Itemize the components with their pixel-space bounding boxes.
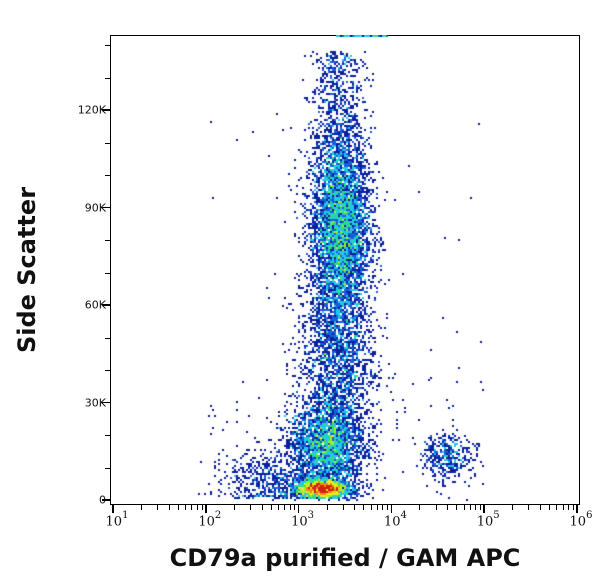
- y-tick-label: 30K: [84, 396, 106, 409]
- x-axis-title: CD79a purified / GAM APC: [169, 544, 521, 572]
- y-tick-label: 0: [99, 493, 106, 507]
- x-tick-minor: [326, 505, 328, 510]
- x-tick-minor: [549, 505, 551, 510]
- y-tick-minor: [105, 337, 110, 339]
- y-tick-minor: [105, 175, 110, 176]
- y-tick-minor: [105, 435, 110, 436]
- y-tick-label: 60K: [84, 298, 106, 312]
- density-dot-plot: [110, 35, 580, 505]
- x-tick-minor: [387, 505, 389, 510]
- x-tick-minor: [456, 505, 458, 510]
- y-tick-minor: [105, 240, 110, 241]
- y-tick-major: [102, 401, 110, 404]
- x-tick-minor: [233, 505, 235, 510]
- x-tick-minor: [289, 505, 291, 510]
- x-tick-label: 102: [198, 510, 222, 530]
- y-tick-label: 90K: [84, 201, 106, 214]
- x-tick-minor: [370, 505, 372, 510]
- x-tick-label: 106: [569, 510, 593, 530]
- y-tick-minor: [105, 272, 110, 274]
- x-tick-label: 104: [383, 510, 407, 530]
- x-tick-minor: [278, 505, 279, 510]
- x-tick-minor: [475, 505, 477, 510]
- y-tick-major: [102, 109, 110, 111]
- x-tick-minor: [168, 505, 170, 510]
- x-tick-minor: [342, 505, 344, 510]
- x-tick-minor: [250, 505, 252, 510]
- x-tick-label: 101: [105, 510, 129, 530]
- x-tick-minor: [261, 505, 263, 510]
- x-tick-label: 103: [291, 510, 315, 530]
- x-tick-major: [483, 505, 485, 513]
- x-tick-major: [205, 505, 207, 513]
- x-tick-minor: [540, 505, 542, 510]
- x-tick-minor: [382, 505, 384, 510]
- y-tick-minor: [105, 77, 110, 79]
- x-tick-minor: [177, 505, 179, 510]
- y-tick-minor: [105, 142, 110, 144]
- x-tick-minor: [568, 505, 569, 510]
- y-tick-major: [102, 499, 110, 501]
- x-tick-minor: [469, 505, 471, 510]
- x-tick-minor: [463, 505, 465, 510]
- y-tick-label: 120K: [77, 103, 106, 117]
- x-tick-minor: [201, 505, 203, 510]
- x-tick-minor: [185, 505, 187, 510]
- x-tick-minor: [140, 505, 142, 510]
- x-tick-major: [112, 505, 114, 513]
- x-tick-major: [390, 505, 393, 513]
- y-tick-minor: [105, 467, 110, 469]
- x-tick-minor: [354, 505, 356, 510]
- x-tick-minor: [447, 505, 449, 510]
- x-tick-minor: [196, 505, 198, 510]
- x-tick-label: 105: [476, 510, 500, 530]
- y-tick-minor: [105, 370, 110, 371]
- x-tick-minor: [556, 505, 558, 510]
- x-tick-minor: [562, 505, 564, 510]
- x-tick-minor: [435, 505, 437, 510]
- x-tick-minor: [270, 505, 272, 510]
- x-tick-minor: [294, 505, 296, 510]
- x-tick-minor: [284, 505, 286, 510]
- x-tick-minor: [157, 505, 159, 510]
- x-tick-major: [297, 505, 300, 513]
- x-tick-minor: [572, 505, 574, 510]
- x-tick-minor: [363, 505, 365, 510]
- x-tick-minor: [419, 505, 421, 510]
- x-tick-minor: [479, 505, 481, 510]
- y-axis-title: Side Scatter: [13, 186, 41, 354]
- y-tick-major: [102, 206, 110, 209]
- x-tick-minor: [528, 505, 530, 510]
- y-tick-minor: [105, 45, 110, 46]
- y-tick-major: [102, 304, 110, 306]
- x-tick-minor: [512, 505, 514, 510]
- x-tick-minor: [191, 505, 193, 510]
- x-tick-minor: [377, 505, 379, 510]
- x-tick-major: [576, 505, 578, 513]
